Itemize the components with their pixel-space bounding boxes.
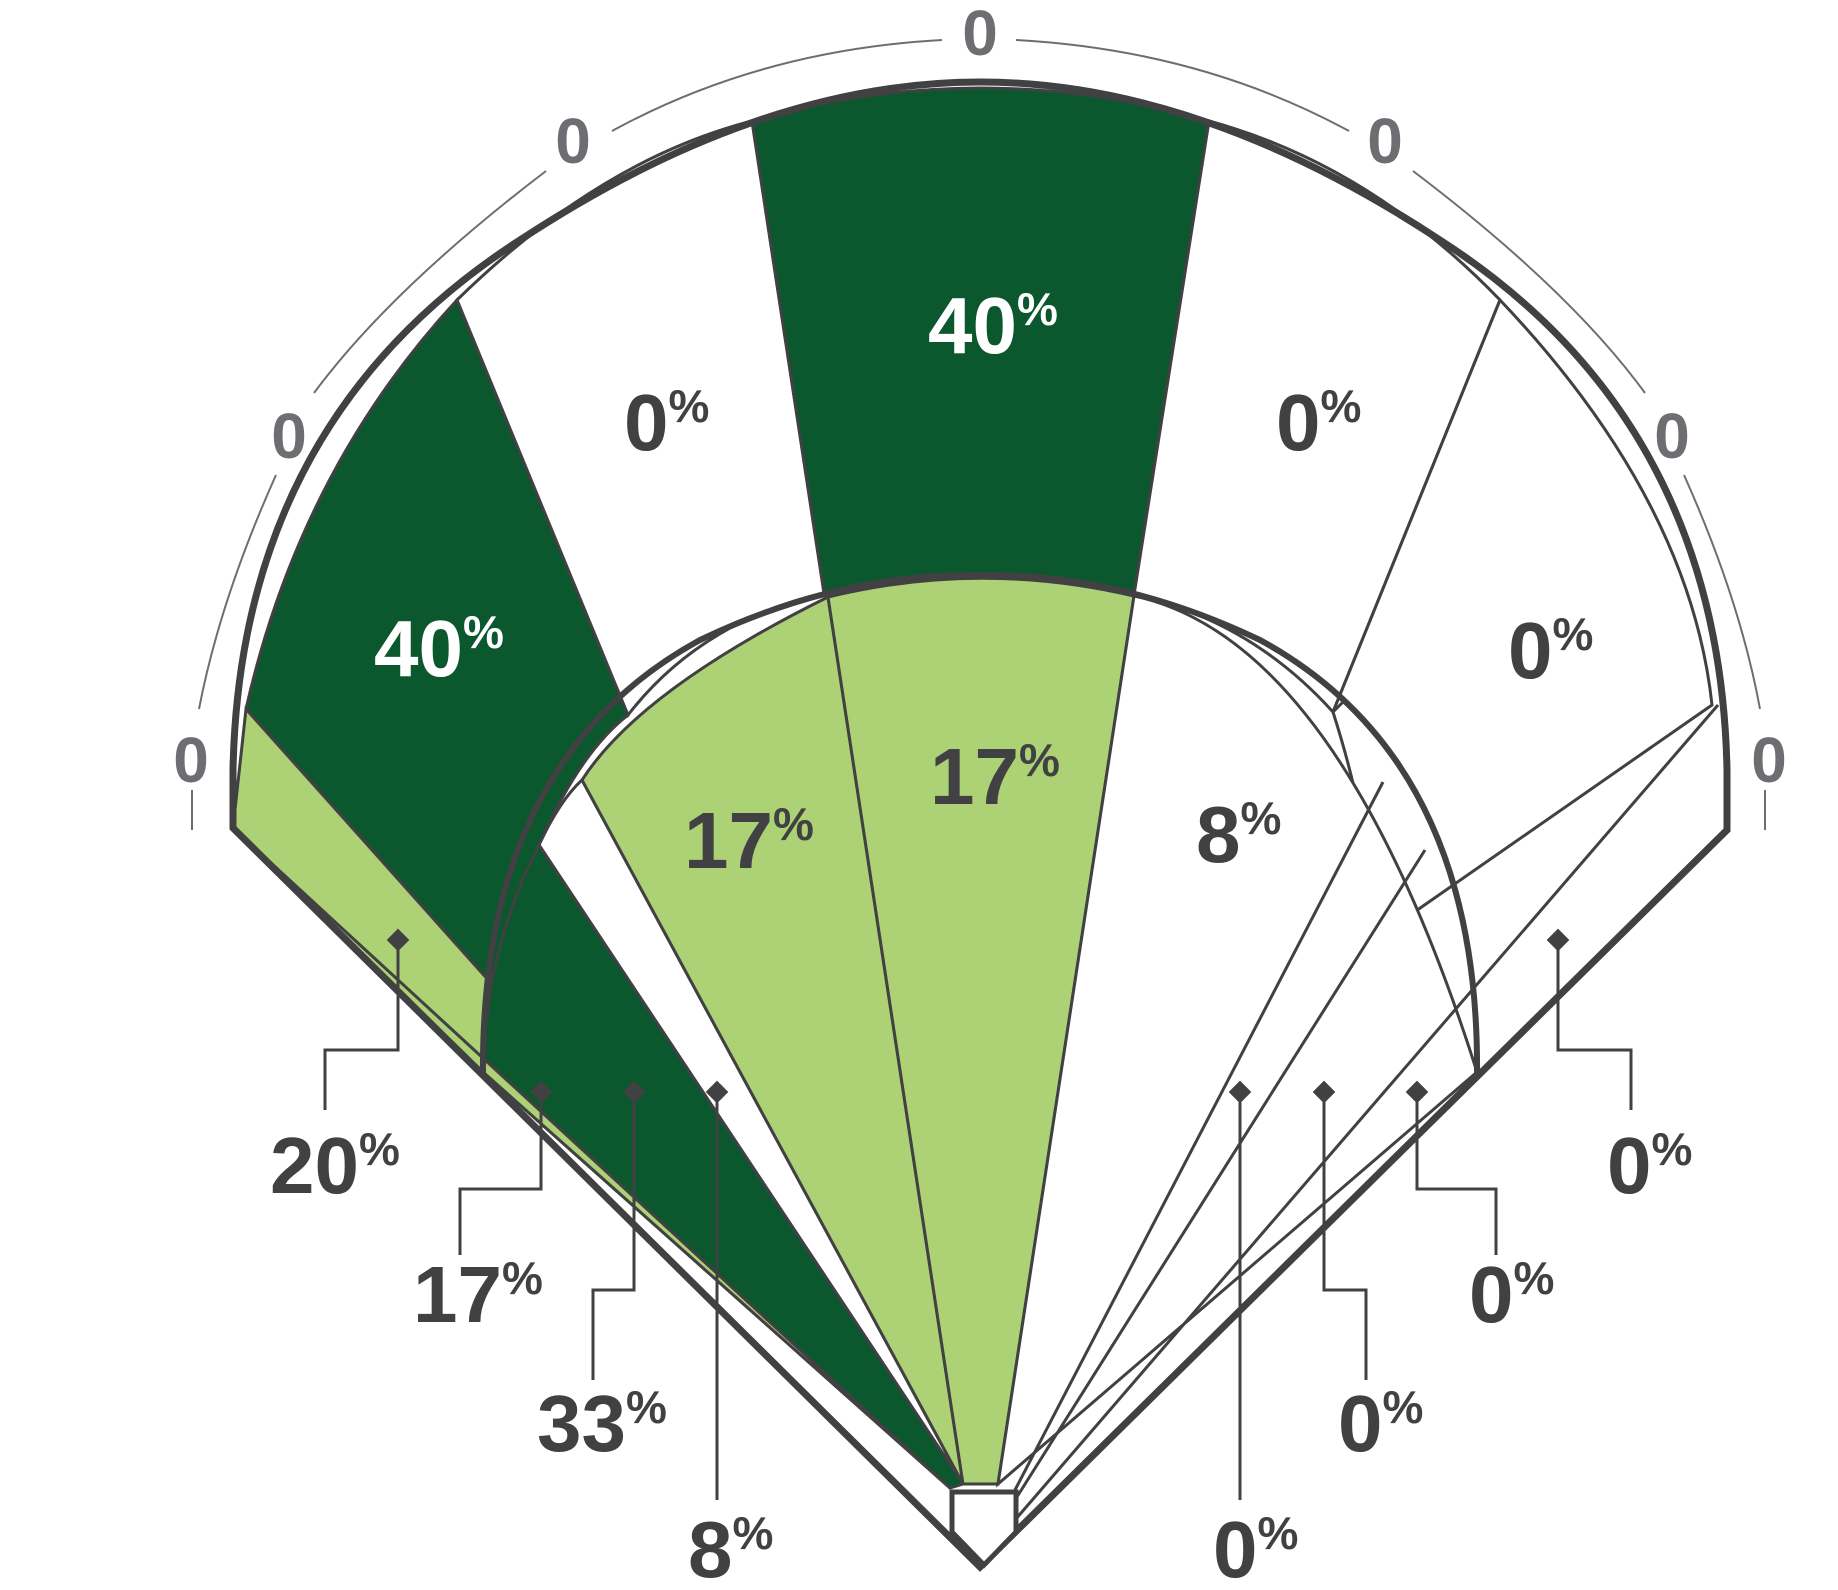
callout-label-percent: %: [733, 1507, 774, 1559]
left-callout-labels: 20% 17% 33% 8%: [270, 1121, 773, 1590]
outfield-label-value: 40: [374, 604, 463, 693]
home-plate: [949, 1489, 1019, 1569]
infield-label: 17%: [930, 732, 1060, 821]
callout-diamond: [386, 928, 410, 952]
spray-line: [1013, 849, 1427, 1501]
callout-label: 0%: [1213, 1505, 1298, 1590]
outfield-label-percent: %: [669, 380, 710, 432]
callout-label: 0%: [1607, 1121, 1692, 1210]
callout-label: 33%: [537, 1379, 667, 1468]
field-outline: [229, 78, 1731, 1572]
outer-arc-label: 0: [962, 0, 998, 69]
infield-label-value: 17: [930, 732, 1019, 821]
callout-label-value: 0: [1338, 1379, 1383, 1468]
callout-leader: [1415, 1092, 1498, 1255]
outfield-label: 0%: [1508, 606, 1593, 695]
callout-label-value: 0: [1213, 1505, 1258, 1590]
infield-label-percent: %: [1241, 792, 1282, 844]
callout-label-percent: %: [1514, 1252, 1555, 1304]
callout-label-value: 8: [688, 1505, 733, 1590]
callout-label-percent: %: [1258, 1507, 1299, 1559]
callout-diamond: [1228, 1080, 1252, 1104]
callout-label: 0%: [1469, 1250, 1554, 1339]
callout-label-value: 0: [1607, 1121, 1652, 1210]
outer-arc-label: 0: [1367, 105, 1403, 177]
outfield-label-percent: %: [463, 606, 504, 658]
outfield-label-value: 0: [1276, 378, 1321, 467]
callout-label-value: 17: [413, 1250, 502, 1339]
zone-labels: 40% 0% 40% 0% 0% 17% 17% 8%: [374, 281, 1593, 885]
callout-label-value: 33: [537, 1379, 626, 1468]
callout-label: 17%: [413, 1250, 543, 1339]
infield-label-value: 8: [1196, 790, 1241, 879]
callout-label: 8%: [688, 1505, 773, 1590]
outer-arc-segment: [611, 39, 943, 132]
infield-arc: [479, 571, 1481, 1076]
callout-label-value: 20: [270, 1121, 359, 1210]
infield-label: 17%: [684, 796, 814, 885]
callout-label: 20%: [270, 1121, 400, 1210]
outfield-label-value: 40: [928, 281, 1017, 370]
outer-arc-label: 0: [1654, 400, 1690, 472]
callout-label: 0%: [1338, 1379, 1423, 1468]
callout-diamond: [705, 1080, 729, 1104]
outfield-label-percent: %: [1321, 380, 1362, 432]
callout-label-percent: %: [626, 1381, 667, 1433]
right-callout-markers: [1228, 928, 1570, 1104]
callout-diamond: [1312, 1080, 1336, 1104]
outer-arc-label: 0: [271, 400, 307, 472]
callout-leader: [591, 1092, 636, 1380]
right-callouts: [1238, 940, 1633, 1500]
infield-label-value: 17: [684, 796, 773, 885]
callout-label-percent: %: [502, 1252, 543, 1304]
outfield-label: 0%: [624, 378, 709, 467]
outfield-label: 0%: [1276, 378, 1361, 467]
callout-diamond: [529, 1080, 553, 1104]
outer-arc-segment: [1412, 170, 1646, 394]
outfield-label: 40%: [374, 604, 504, 693]
callout-leader: [1556, 940, 1633, 1110]
left-callouts: [323, 940, 719, 1500]
infield-zones: [231, 576, 1479, 1490]
outfield-label: 40%: [928, 281, 1058, 370]
outer-arc-segment: [1683, 474, 1761, 710]
infield-zone-left-light: [580, 594, 965, 1485]
outer-arc-label: 0: [555, 105, 591, 177]
spray-line: [1013, 704, 1720, 1521]
callout-label-percent: %: [1652, 1123, 1693, 1175]
outer-arc-segment: [198, 474, 277, 710]
outfield-label-percent: %: [1017, 283, 1058, 335]
infield-label: 8%: [1196, 790, 1281, 879]
infield-label-percent: %: [1019, 734, 1060, 786]
infield-label-percent: %: [773, 798, 814, 850]
outer-arc-label: 0: [173, 724, 209, 796]
callout-diamond: [1405, 1080, 1429, 1104]
outer-arc: 0 0 0 0 0 0 0: [173, 0, 1787, 830]
outer-arc-label: 0: [1751, 724, 1787, 796]
outfield-label-percent: %: [1553, 608, 1594, 660]
callout-leader: [1322, 1092, 1368, 1380]
callout-label-percent: %: [359, 1123, 400, 1175]
spray-line: [1013, 781, 1385, 1491]
callout-diamond: [622, 1080, 646, 1104]
outer-arc-segment: [313, 170, 547, 394]
callout-leader: [458, 1092, 543, 1255]
outfield-label-value: 0: [624, 378, 669, 467]
callout-label-value: 0: [1469, 1250, 1514, 1339]
right-callout-labels: 0% 0% 0% 0%: [1213, 1121, 1692, 1590]
spray-line: [1331, 698, 1347, 714]
right-spray-lines: [1013, 698, 1720, 1521]
callout-leader: [323, 940, 400, 1110]
outer-arc-segment: [1015, 39, 1350, 132]
left-callout-markers: [386, 928, 729, 1104]
outfield-label-value: 0: [1508, 606, 1553, 695]
callout-label-percent: %: [1383, 1381, 1424, 1433]
callout-diamond: [1546, 928, 1570, 952]
